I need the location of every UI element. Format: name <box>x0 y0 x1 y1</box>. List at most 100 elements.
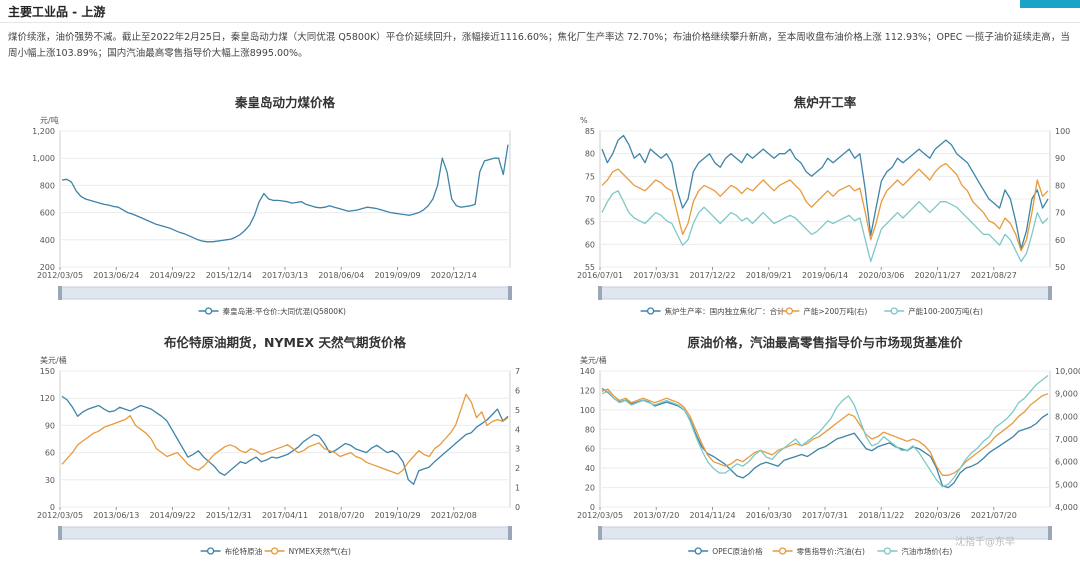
x-tick-label: 2013/07/20 <box>633 511 679 520</box>
series-line-2 <box>601 374 1049 488</box>
x-tick-label: 2014/09/22 <box>149 511 195 520</box>
x-tick-label: 2019/09/09 <box>374 271 420 280</box>
x-tick-label: 2012/03/05 <box>577 511 623 520</box>
legend-item-0[interactable]: 焦炉生产率：国内独立焦化厂：合计 <box>640 306 785 316</box>
x-tick-label: 2019/06/14 <box>802 271 848 280</box>
zoom-slider-handle-left[interactable] <box>598 286 602 300</box>
y-tick-label-right: 7,000 <box>1055 435 1078 444</box>
y-tick-label-left: 80 <box>585 425 595 434</box>
zoom-slider[interactable] <box>59 286 511 300</box>
legend-marker <box>270 547 279 555</box>
y-tick-label-right: 7 <box>515 367 520 376</box>
y-axis-unit-left: 美元/桶 <box>40 355 67 365</box>
y-tick-label-right: 9,000 <box>1055 390 1078 399</box>
x-tick-label: 2013/06/13 <box>93 511 139 520</box>
chart-title: 原油价格，汽油最高零售指导价与市场现货基准价 <box>687 335 963 350</box>
y-tick-label-left: 0 <box>590 503 595 512</box>
y-tick-label-right: 6,000 <box>1055 458 1078 467</box>
legend-item-0[interactable]: 秦皇岛港:平仓价:大同优混(Q5800K) <box>198 306 346 316</box>
x-tick-label: 2018/09/21 <box>746 271 792 280</box>
y-tick-label-left: 80 <box>585 150 595 159</box>
zoom-slider-handle-left[interactable] <box>58 286 62 300</box>
x-tick-label: 2020/03/26 <box>914 511 960 520</box>
y-tick-label-right: 0 <box>515 503 520 512</box>
legend-item-0[interactable]: 布伦特原油 <box>200 546 263 556</box>
zoom-slider-handle-right[interactable] <box>508 526 512 540</box>
x-tick-label: 2015/12/31 <box>206 511 252 520</box>
series-line-1 <box>61 393 509 475</box>
y-tick-label-left: 40 <box>585 464 595 473</box>
chart-panel-opec: 原油价格，汽油最高零售指导价与市场现货基准价 美元/桶 0 20 40 60 80 100 12… <box>540 325 1080 565</box>
x-tick-label: 2017/03/31 <box>633 271 679 280</box>
series-line-1 <box>601 162 1049 252</box>
corner-action-button[interactable] <box>1020 0 1080 8</box>
x-tick-label: 2020/12/14 <box>431 271 477 280</box>
legend-item-2[interactable]: 产能100-200万吨(右) <box>884 306 983 316</box>
legend-marker <box>890 307 898 315</box>
y-tick-label-right: 6 <box>515 386 520 395</box>
chart-panel-coal: 秦皇岛动力煤价格 元/吨 200 400 600 800 1,000 1,200 2012/03… <box>0 85 540 325</box>
y-tick-label-right: 4 <box>515 425 520 434</box>
x-tick-label: 2018/06/04 <box>318 271 364 280</box>
x-tick-label: 2014/09/22 <box>149 271 195 280</box>
x-tick-label: 2014/11/24 <box>689 511 735 520</box>
zoom-slider-handle-left[interactable] <box>58 526 62 540</box>
legend-marker <box>646 307 655 315</box>
legend-item-2[interactable]: 汽油市场价(右) <box>877 546 952 556</box>
y-axis-unit-left: 美元/桶 <box>580 355 607 365</box>
x-tick-label: 2019/10/29 <box>374 511 420 520</box>
x-tick-label: 2020/03/06 <box>858 271 904 280</box>
y-tick-label-left: 75 <box>585 172 595 181</box>
zoom-slider-handle-left[interactable] <box>598 526 602 540</box>
legend-item-0[interactable]: OPEC原油价格 <box>688 546 763 556</box>
y-tick-label-right: 10,000 <box>1055 367 1080 376</box>
watermark: 沈指千@东早 <box>955 537 1015 548</box>
x-tick-label: 2021/08/27 <box>971 271 1017 280</box>
legend-label: 产能100-200万吨(右) <box>908 306 983 316</box>
y-axis-unit-left: % <box>580 116 588 125</box>
y-tick-label-right: 3 <box>515 445 520 454</box>
zoom-slider[interactable] <box>59 526 511 540</box>
zoom-slider-handle-right[interactable] <box>1048 286 1052 300</box>
legend-item-1[interactable]: 零售指导价:汽油(右) <box>772 546 865 556</box>
summary-text: 煤价续涨，油价强势不减。截止至2022年2月25日，秦皇岛动力煤（大同优混 Q5… <box>8 32 1070 59</box>
legend-label: 布伦特原油 <box>225 546 263 556</box>
y-tick-label-left: 1,000 <box>32 154 55 163</box>
legend-marker <box>206 547 215 555</box>
chart-title: 布伦特原油期货，NYMEX 天然气期货价格 <box>164 335 406 350</box>
zoom-slider[interactable] <box>599 286 1051 300</box>
x-tick-label: 2012/03/05 <box>37 511 83 520</box>
x-tick-label: 2016/07/01 <box>577 271 623 280</box>
series-line-0 <box>601 387 1049 489</box>
y-tick-label-right: 70 <box>1055 209 1065 218</box>
plot-area-frame <box>599 370 1051 508</box>
x-tick-label: 2017/07/31 <box>802 511 848 520</box>
y-tick-label-left: 400 <box>40 236 55 245</box>
x-tick-label: 2013/06/24 <box>93 271 139 280</box>
zoom-slider-handle-right[interactable] <box>1048 526 1052 540</box>
zoom-slider-handle-right[interactable] <box>508 286 512 300</box>
y-tick-label-left: 0 <box>50 503 55 512</box>
series-line-2 <box>601 190 1049 263</box>
y-tick-label-right: 50 <box>1055 263 1065 272</box>
y-tick-label-left: 1,200 <box>32 127 55 136</box>
y-tick-label-right: 5,000 <box>1055 480 1078 489</box>
plot-area-frame <box>59 130 511 268</box>
y-tick-label-left: 65 <box>585 218 595 227</box>
y-tick-label-right: 1 <box>515 484 520 493</box>
y-tick-label-right: 5 <box>515 406 520 415</box>
legend-marker <box>883 547 892 555</box>
y-tick-label-left: 200 <box>40 263 55 272</box>
legend-item-1[interactable]: NYMEX天然气(右) <box>264 546 351 556</box>
chart-panel-coke: 焦炉开工率% 55 60 65 70 75 80 85 50 60 70 80 90 100 2016/07… <box>540 85 1080 325</box>
plot-area-frame <box>59 370 511 508</box>
series-line-0 <box>61 395 509 485</box>
legend-label: 零售指导价:汽油(右) <box>797 546 865 556</box>
x-tick-label: 2017/03/13 <box>262 271 308 280</box>
series-line-0 <box>61 144 509 243</box>
legend-label: OPEC原油价格 <box>712 546 763 556</box>
legend-item-1[interactable]: 产能>200万吨(右) <box>779 306 867 316</box>
y-tick-label-left: 120 <box>40 394 55 403</box>
chart-title: 焦炉开工率 <box>793 95 857 110</box>
